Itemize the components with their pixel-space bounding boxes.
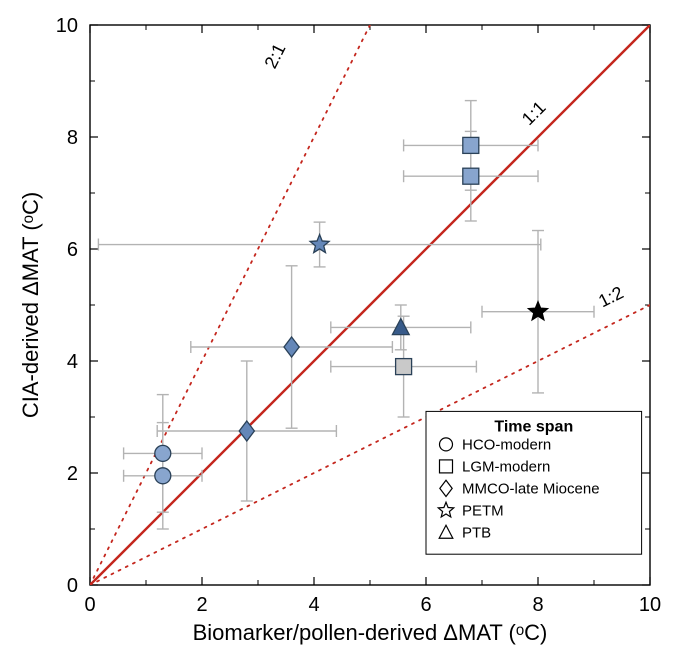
- scatter-chart: 0 2 4 6 8 10 0 2 4 6 8 10 Biomarker/pollen-derived Δ…: [0, 0, 685, 665]
- x-tick-label: 10: [639, 594, 661, 616]
- y-tick-label: 0: [67, 575, 78, 597]
- x-tick-label: 2: [196, 594, 207, 616]
- x-tick-label: 0: [84, 594, 95, 616]
- x-tick-label: 8: [532, 594, 543, 616]
- data-point-hco2: [155, 445, 171, 461]
- x-axis-label: Biomarker/pollen-derived ΔMAT (ᵒC): [193, 620, 548, 645]
- data-point-lgm2: [463, 168, 479, 184]
- x-tick-label: 6: [420, 594, 431, 616]
- legend-item-label: PTB: [462, 524, 491, 541]
- data-point-lgm3: [396, 359, 412, 375]
- y-tick-label: 10: [56, 15, 78, 37]
- y-tick-label: 4: [67, 351, 78, 373]
- legend-item-label: LGM-modern: [462, 458, 550, 475]
- y-tick-label: 2: [67, 463, 78, 485]
- legend-title: Time span: [494, 418, 573, 435]
- legend-item-label: MMCO-late Miocene: [462, 480, 600, 497]
- y-tick-label: 6: [67, 239, 78, 261]
- y-tick-label: 8: [67, 127, 78, 149]
- x-tick-label: 4: [308, 594, 319, 616]
- data-point-hco1: [155, 468, 171, 484]
- y-axis-label: CIA-derived ΔMAT (ᵒC): [18, 192, 43, 418]
- legend-item-label: HCO-modern: [462, 436, 551, 453]
- legend-item-label: PETM: [462, 502, 504, 519]
- data-point-lgm1: [463, 137, 479, 153]
